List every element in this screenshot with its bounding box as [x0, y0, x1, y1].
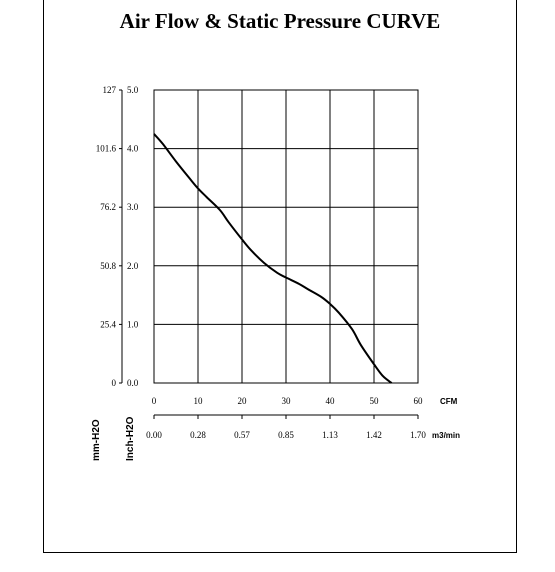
y-tick-label: 3.0 [127, 202, 139, 212]
y-tick-label: 4.0 [127, 144, 139, 154]
mm-h2o-axis-label: mm-H2O [91, 419, 102, 461]
y-tick-labels: 0.0 1.0 2.0 3.0 4.0 5.0 [127, 85, 139, 388]
m3-unit-label: m3/min [432, 431, 460, 440]
x-tick-label: 40 [326, 396, 336, 406]
mm-tick-label: 76.2 [100, 202, 116, 212]
grid [153, 89, 419, 384]
y-tick-label: 2.0 [127, 261, 139, 271]
mm-tick-label: 0 [112, 378, 117, 388]
m3-tick-label: 0.00 [146, 430, 162, 440]
pressure-curve [153, 133, 393, 384]
mm-tick-label: 50.8 [100, 261, 116, 271]
mm-tick-label: 25.4 [100, 319, 116, 329]
m3-tick-label: 1.13 [322, 430, 338, 440]
cfm-unit-label: CFM [440, 397, 458, 406]
x-tick-label: 10 [194, 396, 204, 406]
x-tick-label: 20 [238, 396, 248, 406]
mm-tick-label: 101.6 [96, 144, 117, 154]
m3-tick-label: 0.57 [234, 430, 250, 440]
m3-tick-label: 0.85 [278, 430, 294, 440]
x-tick-label: 30 [282, 396, 292, 406]
x-tick-label: 0 [152, 396, 157, 406]
m3-tick-label: 0.28 [190, 430, 206, 440]
m3-tick-label: 1.42 [366, 430, 382, 440]
y-tick-label: 1.0 [127, 319, 139, 329]
x-tick-label: 50 [370, 396, 380, 406]
m3-tick-label: 1.70 [410, 430, 426, 440]
inch-h2o-axis-label: Inch-H2O [125, 416, 136, 461]
y-tick-label: 5.0 [127, 85, 139, 95]
mm-tick-labels: 0 25.4 50.8 76.2 101.6 127 [96, 85, 117, 388]
mm-axis [119, 89, 123, 384]
mm-tick-label: 127 [103, 85, 117, 95]
chart-title: Air Flow & Static Pressure CURVE [119, 9, 441, 33]
y-tick-label: 0.0 [127, 378, 139, 388]
x-tick-label: 60 [414, 396, 424, 406]
chart-frame [43, 0, 517, 553]
m3-axis: 0.00 0.28 0.57 0.85 1.13 1.42 1.70 [146, 414, 426, 440]
cfm-axis: 0 10 20 30 40 50 60 [152, 396, 423, 406]
